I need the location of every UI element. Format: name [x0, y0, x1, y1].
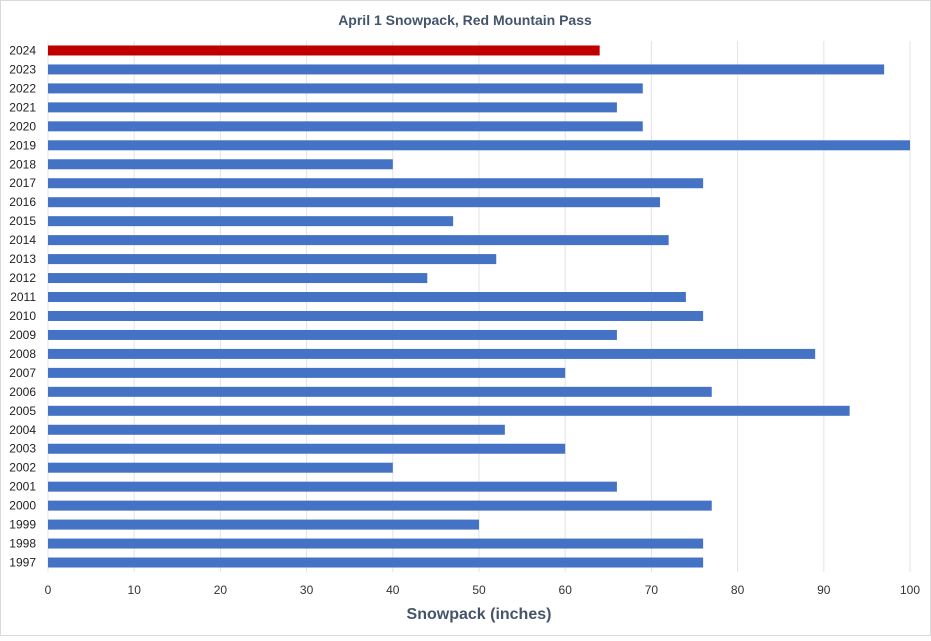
- category-label-2008: 2008: [9, 347, 36, 361]
- category-label-2005: 2005: [9, 404, 36, 418]
- category-label-2000: 2000: [9, 499, 36, 513]
- category-label-2019: 2019: [9, 138, 36, 152]
- category-label-2002: 2002: [9, 461, 36, 475]
- bar-2019: [48, 140, 910, 151]
- x-tick-label: 40: [386, 583, 400, 597]
- bar-2009: [48, 329, 617, 340]
- category-label-2007: 2007: [9, 366, 36, 380]
- category-label-2013: 2013: [9, 252, 36, 266]
- category-label-2011: 2011: [10, 290, 36, 304]
- category-label-2004: 2004: [9, 423, 36, 437]
- bar-2010: [48, 310, 704, 321]
- bar-2003: [48, 443, 566, 454]
- category-label-1997: 1997: [9, 556, 36, 570]
- x-tick-label: 60: [559, 583, 573, 597]
- category-label-2024: 2024: [9, 43, 36, 57]
- category-label-2016: 2016: [9, 195, 36, 209]
- x-axis-title: Snowpack (inches): [407, 606, 552, 623]
- bar-2006: [48, 386, 712, 397]
- category-label-2014: 2014: [9, 233, 36, 247]
- x-tick-label: 50: [472, 583, 486, 597]
- bar-2021: [48, 102, 617, 113]
- bar-1999: [48, 519, 479, 530]
- bar-2005: [48, 405, 850, 416]
- category-label-2006: 2006: [9, 385, 36, 399]
- bar-1997: [48, 557, 704, 568]
- category-label-2010: 2010: [9, 309, 36, 323]
- bar-2011: [48, 292, 686, 303]
- bars: [48, 45, 910, 568]
- bar-2012: [48, 273, 428, 284]
- x-tick-label: 90: [817, 583, 831, 597]
- bar-2018: [48, 159, 393, 170]
- x-tick-label: 0: [45, 583, 52, 597]
- bar-2015: [48, 216, 454, 227]
- bar-1998: [48, 538, 704, 549]
- x-tick-label: 30: [300, 583, 314, 597]
- bar-2020: [48, 121, 643, 132]
- bar-2007: [48, 367, 566, 378]
- category-label-2018: 2018: [9, 157, 36, 171]
- bar-2001: [48, 481, 617, 492]
- x-tick-label: 70: [645, 583, 659, 597]
- bar-2016: [48, 197, 661, 208]
- category-label-2023: 2023: [9, 62, 36, 76]
- bar-2000: [48, 500, 712, 511]
- bar-2017: [48, 178, 704, 189]
- category-label-2009: 2009: [9, 328, 36, 342]
- category-label-2003: 2003: [9, 442, 36, 456]
- category-label-2015: 2015: [9, 214, 36, 228]
- chart-title: April 1 Snowpack, Red Mountain Pass: [338, 12, 592, 28]
- category-label-1998: 1998: [9, 537, 36, 551]
- x-tick-label: 20: [214, 583, 228, 597]
- category-label-2001: 2001: [9, 480, 36, 494]
- bar-2014: [48, 235, 669, 246]
- x-tick-label: 80: [731, 583, 745, 597]
- bar-2004: [48, 424, 505, 435]
- bar-2023: [48, 64, 885, 75]
- bar-2008: [48, 348, 816, 359]
- category-labels: 2024 2023 2022 2021 2020 2019 2018 2017 2016 2015…: [9, 43, 36, 569]
- category-label-2022: 2022: [9, 81, 36, 95]
- x-tick-label: 100: [900, 583, 920, 597]
- category-label-2020: 2020: [9, 119, 36, 133]
- bar-2022: [48, 83, 643, 94]
- x-tick-label: 10: [128, 583, 142, 597]
- bar-2024: [48, 45, 600, 56]
- category-label-1999: 1999: [9, 518, 36, 532]
- category-label-2021: 2021: [9, 100, 36, 114]
- x-tick-labels: 0 10 20 30 40 50 60 70 80 90 100: [45, 583, 921, 597]
- category-label-2017: 2017: [9, 176, 36, 190]
- bar-2013: [48, 254, 497, 265]
- bar-2002: [48, 462, 393, 473]
- category-label-2012: 2012: [9, 271, 36, 285]
